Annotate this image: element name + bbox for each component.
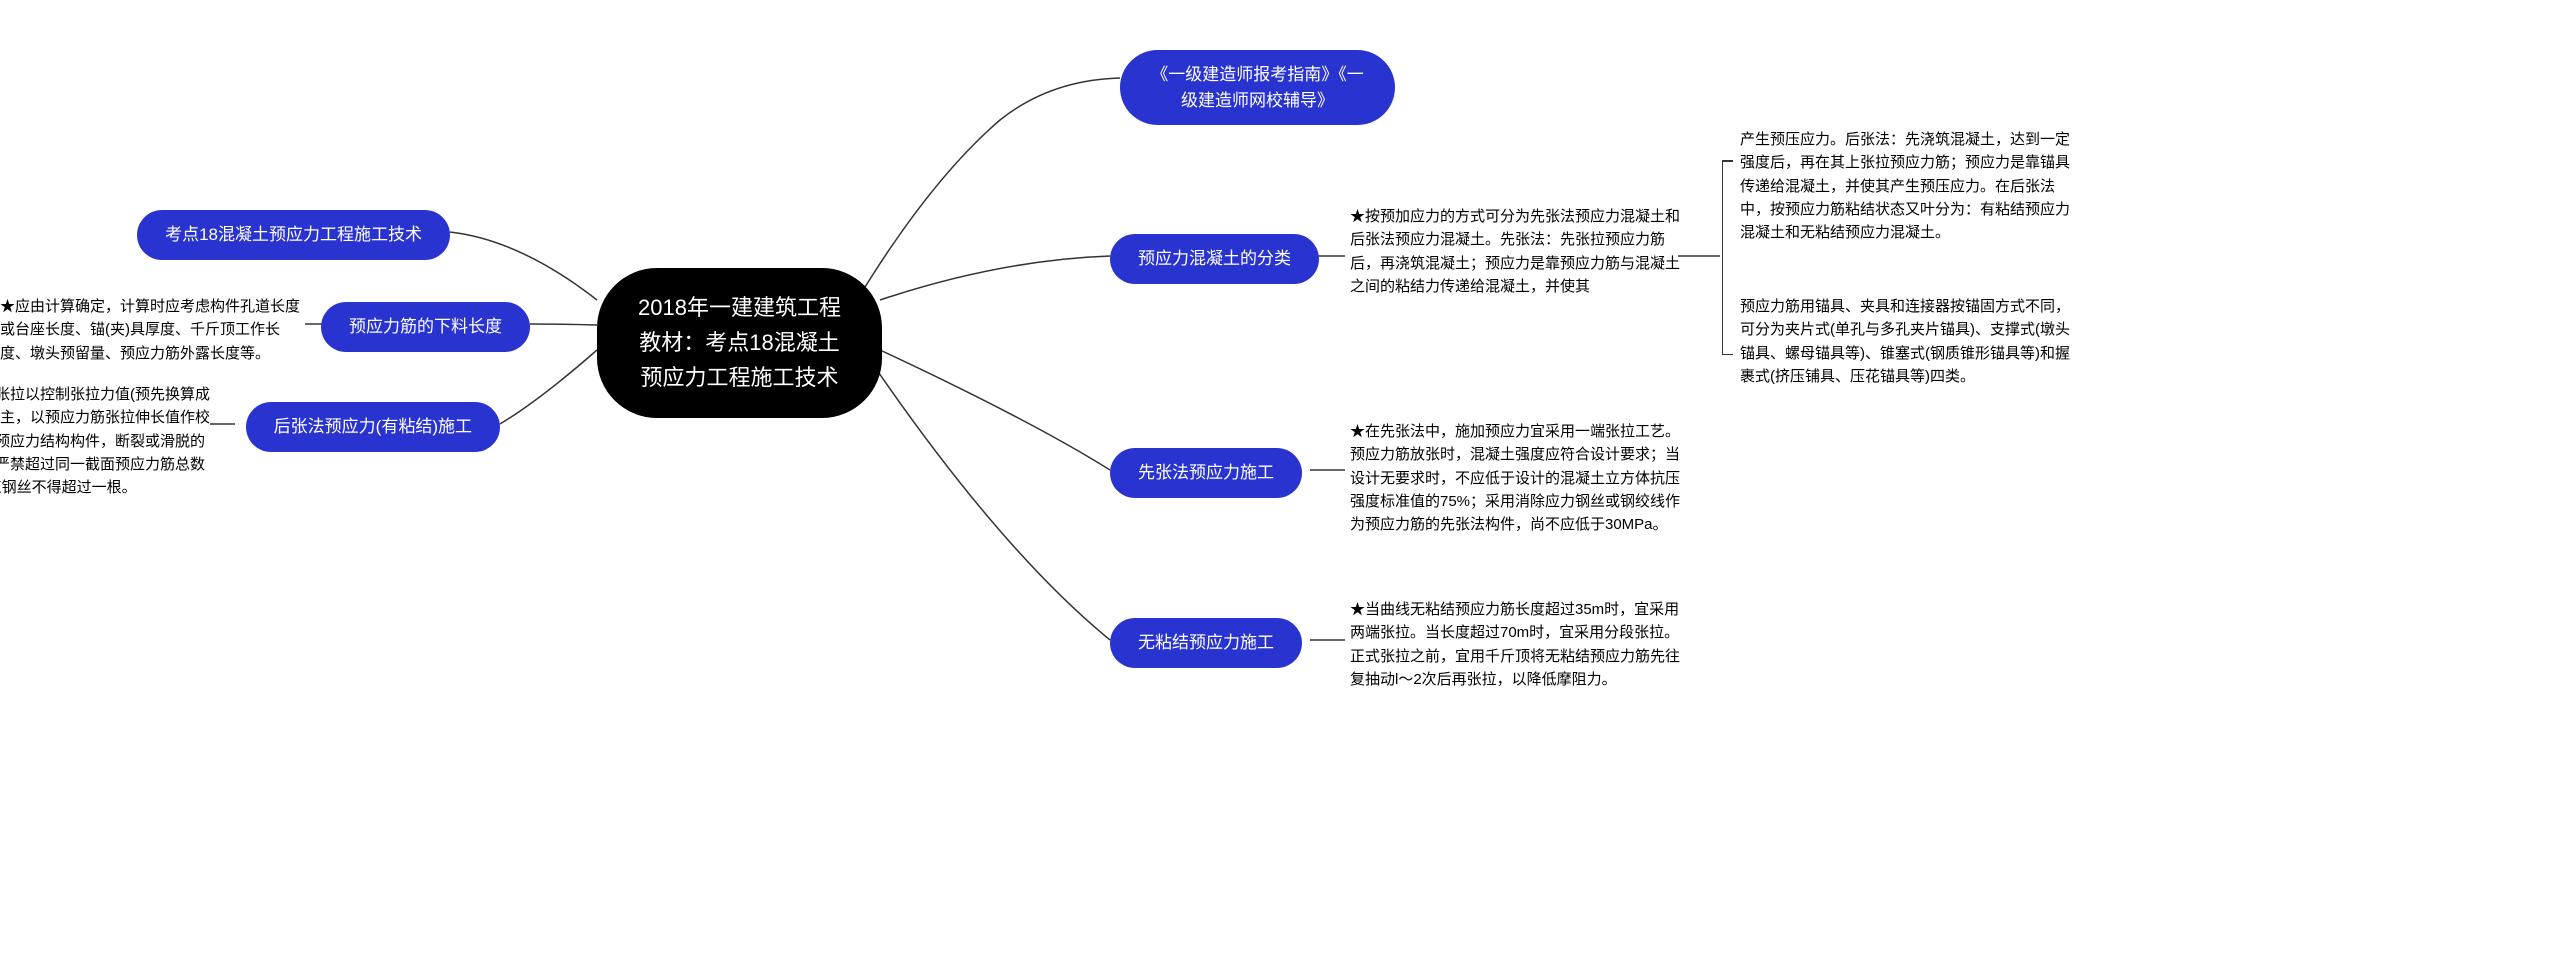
node-cutlength-label: 预应力筋的下料长度 [349, 314, 502, 340]
node-pretension: 先张法预应力施工 [1110, 448, 1302, 498]
center-node: 2018年一建建筑工程教材：考点18混凝土预应力工程施工技术 [597, 268, 882, 418]
node-pretension-label: 先张法预应力施工 [1138, 460, 1274, 486]
desc-cutlength: ★应由计算确定，计算时应考虑构件孔道长度或台座长度、锚(夹)具厚度、千斤顶工作长… [0, 295, 300, 365]
node-kaodian: 考点18混凝土预应力工程施工技术 [137, 210, 450, 260]
bracket-classification [1722, 160, 1723, 355]
desc-unbonded: ★当曲线无粘结预应力筋长度超过35m时，宜采用两端张拉。当长度超过70m时，宜采… [1350, 598, 1685, 691]
node-posttension-label: 后张法预应力(有粘结)施工 [274, 414, 472, 440]
desc-classification-sub2: 预应力筋用锚具、夹具和连接器按锚固方式不同，可分为夹片式(单孔与多孔夹片锚具)、… [1740, 295, 2075, 388]
node-cutlength: 预应力筋的下料长度 [321, 302, 530, 352]
desc-pretension: ★在先张法中，施加预应力宜采用一端张拉工艺。预应力筋放张时，混凝土强度应符合设计… [1350, 420, 1685, 536]
node-guide-label: 《一级建造师报考指南》《一级建造师网校辅导》 [1148, 62, 1367, 113]
node-kaodian-label: 考点18混凝土预应力工程施工技术 [165, 222, 422, 248]
desc-posttension: ★预应力筋的张拉以控制张拉力值(预先换算成油压表读数)为主，以预应力筋张拉伸长值… [0, 383, 210, 499]
desc-classification-sub1: 产生预压应力。后张法：先浇筑混凝土，达到一定强度后，再在其上张拉预应力筋；预应力… [1740, 128, 2075, 244]
node-classification: 预应力混凝土的分类 [1110, 234, 1319, 284]
node-unbonded-label: 无粘结预应力施工 [1138, 630, 1274, 656]
node-unbonded: 无粘结预应力施工 [1110, 618, 1302, 668]
node-posttension: 后张法预应力(有粘结)施工 [246, 402, 500, 452]
node-guide: 《一级建造师报考指南》《一级建造师网校辅导》 [1120, 50, 1395, 125]
center-title: 2018年一建建筑工程教材：考点18混凝土预应力工程施工技术 [637, 290, 842, 396]
desc-classification: ★按预加应力的方式可分为先张法预应力混凝土和后张法预应力混凝土。先张法：先张拉预… [1350, 205, 1680, 298]
node-classification-label: 预应力混凝土的分类 [1138, 246, 1291, 272]
